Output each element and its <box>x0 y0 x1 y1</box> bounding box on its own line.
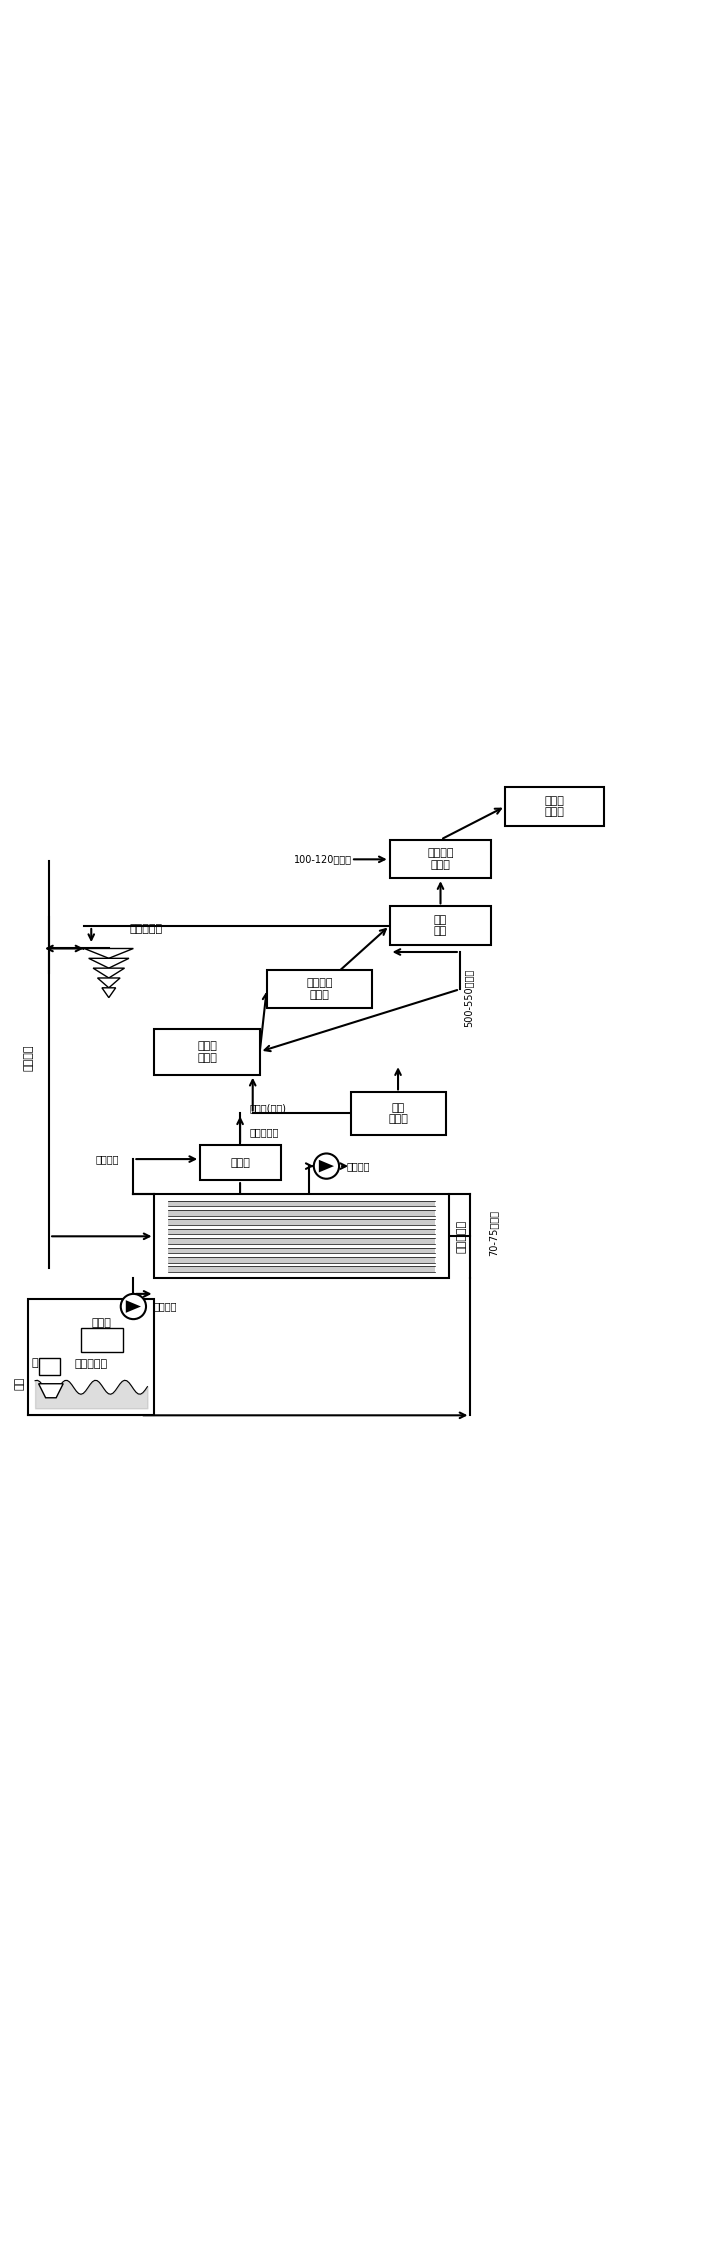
Polygon shape <box>84 949 133 958</box>
Bar <box>168 1211 435 1215</box>
Bar <box>81 1328 123 1353</box>
FancyBboxPatch shape <box>505 787 604 825</box>
Text: 污泥泵一: 污泥泵一 <box>153 1301 176 1312</box>
Bar <box>168 1229 435 1233</box>
Polygon shape <box>39 1385 63 1398</box>
Polygon shape <box>93 967 124 979</box>
Text: 汽轮发电机: 汽轮发电机 <box>130 925 163 934</box>
Circle shape <box>314 1155 339 1179</box>
Text: 500-550度空气: 500-550度空气 <box>463 967 473 1026</box>
Text: 水: 水 <box>32 1358 39 1369</box>
Text: 尾气处
理装置: 尾气处 理装置 <box>545 796 564 816</box>
FancyBboxPatch shape <box>390 839 491 877</box>
Bar <box>168 1200 435 1206</box>
Polygon shape <box>98 979 120 988</box>
FancyBboxPatch shape <box>154 1028 260 1076</box>
Polygon shape <box>319 1159 334 1173</box>
Text: 余热
锅炉: 余热 锅炉 <box>434 916 447 936</box>
Text: 顶部集箱: 顶部集箱 <box>96 1155 119 1164</box>
Text: 高温空气
预热器: 高温空气 预热器 <box>306 979 333 999</box>
Bar <box>168 1256 435 1263</box>
Text: 低压蒸汽: 低压蒸汽 <box>23 1044 33 1071</box>
Polygon shape <box>102 988 116 997</box>
FancyBboxPatch shape <box>267 970 372 1008</box>
Text: 调质剂: 调质剂 <box>92 1317 112 1328</box>
Text: 板框
压滤机: 板框 压滤机 <box>388 1103 409 1125</box>
Text: 污水处理厂: 污水处理厂 <box>249 1128 279 1137</box>
Bar <box>28 1299 154 1416</box>
Text: 污泥: 污泥 <box>14 1378 24 1391</box>
Bar <box>168 1238 435 1245</box>
Text: 不凝气(臭气): 不凝气(臭气) <box>249 1103 286 1114</box>
Text: 喷淋槽: 喷淋槽 <box>230 1157 251 1168</box>
Bar <box>168 1267 435 1272</box>
Text: 流化床
焚烧炉: 流化床 焚烧炉 <box>197 1042 217 1062</box>
FancyBboxPatch shape <box>390 907 491 945</box>
Circle shape <box>121 1294 146 1319</box>
FancyBboxPatch shape <box>200 1146 281 1179</box>
Bar <box>168 1220 435 1224</box>
Text: 100-120度空气: 100-120度空气 <box>294 855 352 864</box>
Text: 污泥泵二: 污泥泵二 <box>346 1161 369 1170</box>
Polygon shape <box>126 1301 141 1312</box>
Bar <box>39 1358 60 1376</box>
Text: 低温空气
预热器: 低温空气 预热器 <box>428 848 453 870</box>
Polygon shape <box>88 958 129 967</box>
Bar <box>168 1247 435 1254</box>
Text: 混合搅拌罐: 混合搅拌罐 <box>74 1360 108 1369</box>
FancyBboxPatch shape <box>351 1091 446 1134</box>
Bar <box>154 1195 449 1279</box>
Text: 蒸汽加热罐: 蒸汽加热罐 <box>456 1220 466 1254</box>
Text: 70-75度热水: 70-75度热水 <box>488 1209 498 1256</box>
